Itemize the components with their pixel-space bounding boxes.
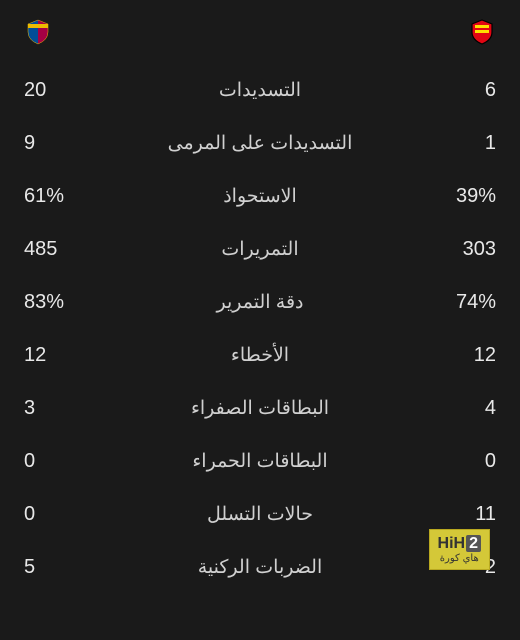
stat-value-right: 303 <box>436 238 496 261</box>
watermark-badge: HiH2 هاي كورة <box>429 529 490 570</box>
stat-value-left: 83% <box>24 291 84 314</box>
stat-row: 3البطاقات الصفراء4 <box>24 382 496 435</box>
stat-value-left: 61% <box>24 185 84 208</box>
stat-label: التمريرات <box>84 238 436 261</box>
stat-value-left: 20 <box>24 79 84 102</box>
stat-row: 12الأخطاء12 <box>24 329 496 382</box>
stat-value-left: 3 <box>24 397 84 420</box>
stat-label: البطاقات الصفراء <box>84 397 436 420</box>
stat-label: البطاقات الحمراء <box>84 450 436 473</box>
stat-row: 5الضربات الركنية2 <box>24 541 496 594</box>
stat-value-right: 4 <box>436 397 496 420</box>
stat-value-right: 6 <box>436 79 496 102</box>
match-header <box>0 0 520 64</box>
stat-label: التسديدات <box>84 79 436 102</box>
stat-value-right: 1 <box>436 132 496 155</box>
stat-row: 20التسديدات6 <box>24 64 496 117</box>
stat-row: 9التسديدات على المرمى1 <box>24 117 496 170</box>
stat-value-left: 0 <box>24 450 84 473</box>
watermark-sub: هاي كورة <box>438 553 481 565</box>
stat-value-left: 485 <box>24 238 84 261</box>
watermark-prefix: HiH <box>438 535 466 552</box>
stat-label: حالات التسلل <box>84 503 436 526</box>
stat-row: 485التمريرات303 <box>24 223 496 276</box>
stat-value-left: 0 <box>24 503 84 526</box>
stat-row: 0البطاقات الحمراء0 <box>24 435 496 488</box>
stat-label: الأخطاء <box>84 344 436 367</box>
stat-value-right: 0 <box>436 450 496 473</box>
mallorca-logo-icon <box>468 18 496 46</box>
stat-row: 0حالات التسلل11 <box>24 488 496 541</box>
stat-value-left: 12 <box>24 344 84 367</box>
stat-row: 83%دقة التمرير74% <box>24 276 496 329</box>
stat-label: الاستحواذ <box>84 185 436 208</box>
stat-value-left: 5 <box>24 556 84 579</box>
watermark-num: 2 <box>466 535 481 552</box>
stat-label: التسديدات على المرمى <box>84 132 436 155</box>
stat-label: الضربات الركنية <box>84 556 436 579</box>
stat-row: 61%الاستحواذ39% <box>24 170 496 223</box>
stat-value-right: 39% <box>436 185 496 208</box>
stat-value-left: 9 <box>24 132 84 155</box>
stat-value-right: 12 <box>436 344 496 367</box>
barcelona-logo-icon <box>24 18 52 46</box>
match-stats-table: 20التسديدات69التسديدات على المرمى161%الا… <box>0 64 520 594</box>
stat-value-right: 74% <box>436 291 496 314</box>
stat-value-right: 11 <box>436 503 496 526</box>
stat-label: دقة التمرير <box>84 291 436 314</box>
